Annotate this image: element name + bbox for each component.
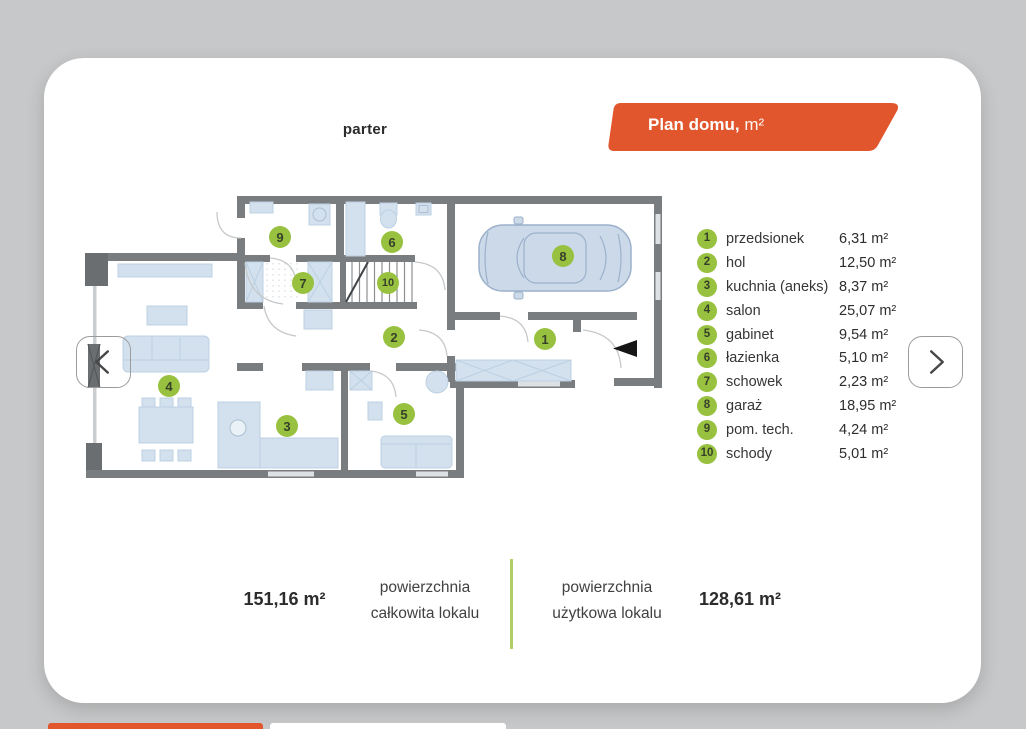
- room-number-badge: 6: [697, 348, 717, 369]
- bathroom-fixtures: [345, 201, 432, 257]
- stairs: [345, 261, 413, 303]
- room-number-badge: 3: [697, 276, 717, 297]
- room-number-badge: 8: [697, 396, 717, 417]
- room-number-badge: 10: [697, 443, 717, 464]
- room-number-badge: 4: [697, 300, 717, 321]
- room-number-badge: 1: [697, 228, 717, 249]
- legend-item: 5 gabinet 9,54 m²: [697, 323, 896, 347]
- chevron-right-icon: [929, 350, 944, 374]
- room-number-badge: 7: [697, 372, 717, 393]
- usable-area-label: powierzchnia użytkowa lokalu: [526, 575, 688, 627]
- room-area: 9,54 m²: [839, 326, 889, 343]
- room-area: 8,37 m²: [839, 278, 889, 295]
- legend-item: 1 przedsionek 6,31 m²: [697, 227, 896, 251]
- floor-plan-svg: [85, 196, 662, 478]
- room-area: 6,31 m²: [839, 230, 889, 247]
- room-area: 12,50 m²: [839, 254, 897, 271]
- utility-room-appliances: [249, 201, 331, 226]
- sofa: [122, 335, 210, 373]
- room-area: 25,07 m²: [839, 302, 897, 319]
- room-label: garaż: [726, 398, 763, 415]
- carousel-thumb-orange[interactable]: [48, 723, 263, 729]
- dining-table: [138, 406, 194, 444]
- wall-pier-cross: [87, 343, 101, 389]
- room-label: schody: [726, 445, 772, 462]
- plan-room-marker: 8: [552, 245, 574, 267]
- plan-room-marker: 6: [381, 231, 403, 253]
- room-area: 5,01 m²: [839, 445, 889, 462]
- legend-item: 7 schowek 2,23 m²: [697, 370, 896, 394]
- legend-item: 10 schody 5,01 m²: [697, 442, 896, 466]
- legend-item: 8 garaż 18,95 m²: [697, 394, 896, 418]
- plan-room-marker: 9: [269, 226, 291, 248]
- office-furniture: [367, 370, 453, 469]
- next-slide-button[interactable]: [908, 336, 963, 388]
- banner-ribbon-shape: [608, 103, 899, 151]
- banner-title-bold: Plan domu,: [648, 115, 740, 134]
- plan-room-marker: 1: [534, 328, 556, 350]
- total-area-label-line2: całkowita lokalu: [370, 605, 480, 622]
- room-label: kuchnia (aneks): [726, 278, 829, 295]
- plan-room-marker: 2: [383, 326, 405, 348]
- room-area: 18,95 m²: [839, 398, 897, 415]
- plan-room-marker: 4: [158, 375, 180, 397]
- plan-room-marker: 7: [292, 272, 314, 294]
- salon-furniture: [117, 263, 213, 462]
- room-legend: 1 przedsionek 6,31 m² 2 hol 12,50 m² 3 k…: [697, 227, 896, 466]
- tile-floor: [266, 263, 298, 300]
- banner-title-unit: m²: [744, 115, 765, 134]
- room-label: hol: [726, 254, 746, 271]
- chevron-left-icon: [95, 350, 110, 374]
- totals-divider: [510, 559, 513, 649]
- carousel-thumb-white[interactable]: [270, 723, 506, 729]
- room-area: 2,23 m²: [839, 374, 889, 391]
- usable-area-value: 128,61 m²: [698, 589, 782, 609]
- room-number-badge: 5: [697, 324, 717, 345]
- kitchen-counter: [217, 309, 339, 469]
- wardrobe: [455, 359, 572, 382]
- usable-area-label-line2: użytkowa lokalu: [552, 605, 662, 622]
- legend-item: 6 łazienka 5,10 m²: [697, 346, 896, 370]
- legend-item: 2 hol 12,50 m²: [697, 251, 896, 275]
- floor-label: parter: [342, 121, 388, 138]
- plan-room-marker: 3: [276, 415, 298, 437]
- room-label: salon: [726, 302, 761, 319]
- cabinets-with-cross: [245, 261, 373, 391]
- room-label: schowek: [726, 374, 783, 391]
- room-label: gabinet: [726, 326, 774, 343]
- plan-room-marker: 5: [393, 403, 415, 425]
- banner-title: Plan domu, m²: [648, 115, 764, 135]
- total-area-value: 151,16 m²: [243, 589, 326, 609]
- room-label: pom. tech.: [726, 422, 794, 439]
- legend-item: 9 pom. tech. 4,24 m²: [697, 418, 896, 442]
- plan-banner: Plan domu, m²: [600, 98, 912, 156]
- door-arcs: [216, 211, 622, 398]
- room-area: 4,24 m²: [839, 422, 889, 439]
- total-area-label-line1: powierzchnia: [379, 579, 471, 596]
- room-number-badge: 2: [697, 252, 717, 273]
- entrance-arrow-icon: [613, 340, 637, 357]
- room-label: przedsionek: [726, 230, 805, 247]
- legend-item: 3 kuchnia (aneks) 8,37 m²: [697, 275, 896, 299]
- room-area: 5,10 m²: [839, 350, 889, 367]
- usable-area-label-line1: powierzchnia: [561, 579, 653, 596]
- legend-item: 4 salon 25,07 m²: [697, 299, 896, 323]
- plan-room-marker: 10: [377, 272, 399, 294]
- room-label: łazienka: [726, 350, 780, 367]
- total-area-label: powierzchnia całkowita lokalu: [345, 575, 505, 627]
- room-number-badge: 9: [697, 420, 717, 441]
- prev-slide-button[interactable]: [76, 336, 131, 388]
